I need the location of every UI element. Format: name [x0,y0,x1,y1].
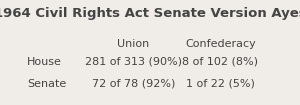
Text: 8 of 102 (8%): 8 of 102 (8%) [182,57,259,67]
Text: 72 of 78 (92%): 72 of 78 (92%) [92,79,175,89]
Text: Union: Union [117,39,150,49]
Text: Senate: Senate [27,79,66,89]
Text: 281 of 313 (90%): 281 of 313 (90%) [85,57,182,67]
Text: 1 of 22 (5%): 1 of 22 (5%) [186,79,255,89]
Text: Confederacy: Confederacy [185,39,256,49]
Text: House: House [27,57,62,67]
Text: 1964 Civil Rights Act Senate Version Ayes: 1964 Civil Rights Act Senate Version Aye… [0,7,300,20]
